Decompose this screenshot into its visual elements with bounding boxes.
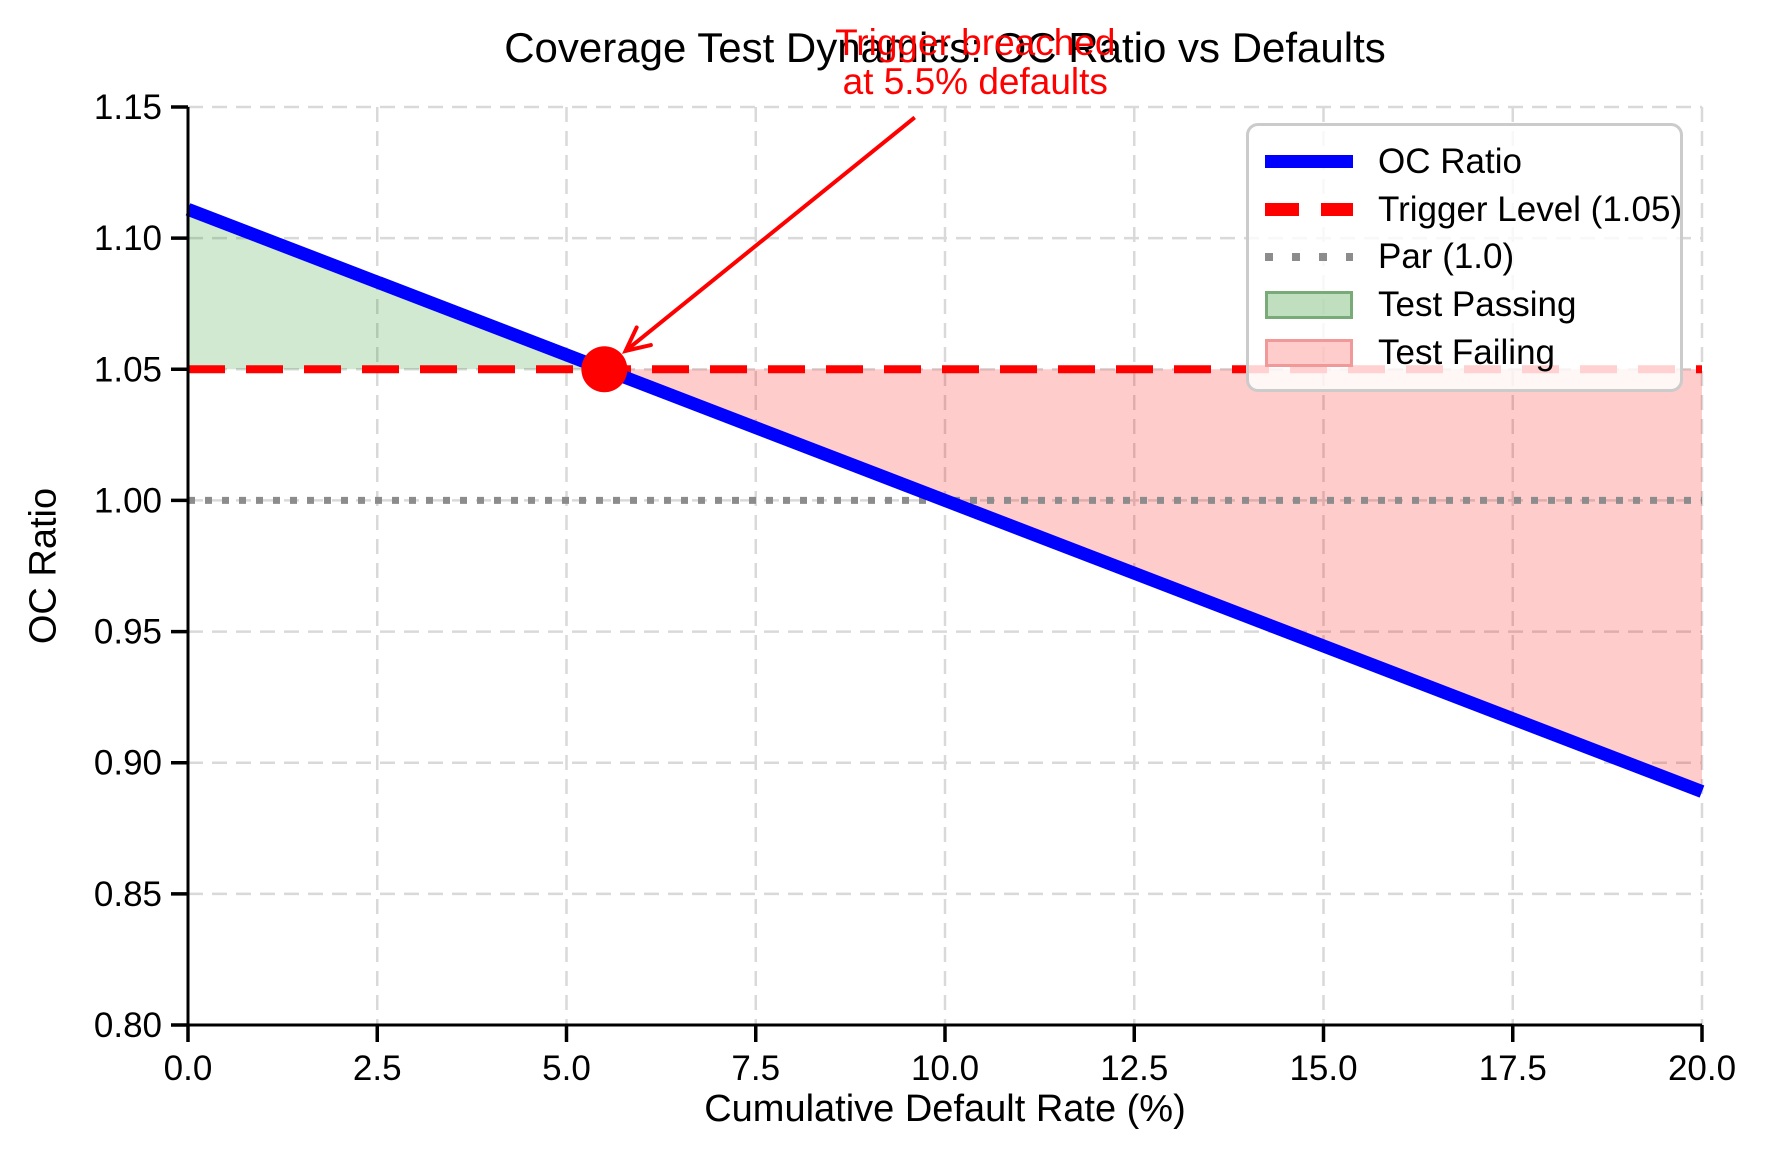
x-tick-label: 5.0 <box>542 1049 591 1088</box>
legend-label: Test Passing <box>1378 285 1577 325</box>
legend-sample-patch <box>1265 291 1353 320</box>
legend-label: OC Ratio <box>1378 141 1522 181</box>
x-tick-label: 15.0 <box>1289 1049 1357 1088</box>
y-tick-label: 1.00 <box>94 481 162 520</box>
breach-annotation-line-1: Trigger breached <box>835 21 1116 63</box>
chart-title: Coverage Test Dynamics: OC Ratio vs Defa… <box>504 24 1386 71</box>
legend-item-test-failing: Test Failing <box>1265 333 1680 373</box>
x-tick-label: 17.5 <box>1479 1049 1547 1088</box>
y-tick-label: 1.10 <box>94 219 162 258</box>
legend-item-par-1-0-: Par (1.0) <box>1265 237 1680 277</box>
legend-label: Par (1.0) <box>1378 237 1515 277</box>
legend-item-oc-ratio: OC Ratio <box>1265 142 1680 182</box>
y-tick-label: 0.85 <box>94 875 162 914</box>
y-tick-label: 1.15 <box>94 88 162 127</box>
legend-sample-patch <box>1265 339 1353 368</box>
y-tick-label: 1.05 <box>94 350 162 389</box>
legend-item-test-passing: Test Passing <box>1265 285 1680 325</box>
x-tick-label: 20.0 <box>1668 1049 1736 1088</box>
legend-label: Trigger Level (1.05) <box>1378 189 1683 229</box>
legend-item-trigger-level-1-05-: Trigger Level (1.05) <box>1265 189 1683 230</box>
legend-sample-line-solid <box>1265 155 1353 169</box>
x-axis-label: Cumulative Default Rate (%) <box>704 1088 1186 1130</box>
annotation-arrowhead <box>621 325 653 354</box>
series-line-oc-ratio <box>185 203 1705 798</box>
y-tick-label: 0.90 <box>94 744 162 783</box>
breach-annotation: Trigger breached at 5.5% defaults <box>835 23 1115 101</box>
x-tick-label: 7.5 <box>731 1049 780 1088</box>
x-tick-label: 12.5 <box>1100 1049 1168 1088</box>
y-tick-label: 0.80 <box>94 1006 162 1045</box>
y-tick-label: 0.95 <box>94 613 162 652</box>
legend-sample-line-dotted <box>1265 253 1353 262</box>
legend-sample-line-dashed <box>1265 203 1353 217</box>
x-tick-label: 10.0 <box>911 1049 979 1088</box>
breach-marker <box>581 346 628 393</box>
annotation-arrow-line <box>624 115 916 353</box>
x-tick-label: 0.0 <box>164 1049 213 1088</box>
y-axis-label: OC Ratio <box>22 487 65 645</box>
legend-label: Test Failing <box>1378 333 1556 373</box>
x-tick-label: 2.5 <box>353 1049 402 1088</box>
legend: OC Ratio Trigger Level (1.05) Par (1.0) Tes… <box>1246 123 1683 392</box>
breach-annotation-line-2: at 5.5% defaults <box>842 60 1108 102</box>
